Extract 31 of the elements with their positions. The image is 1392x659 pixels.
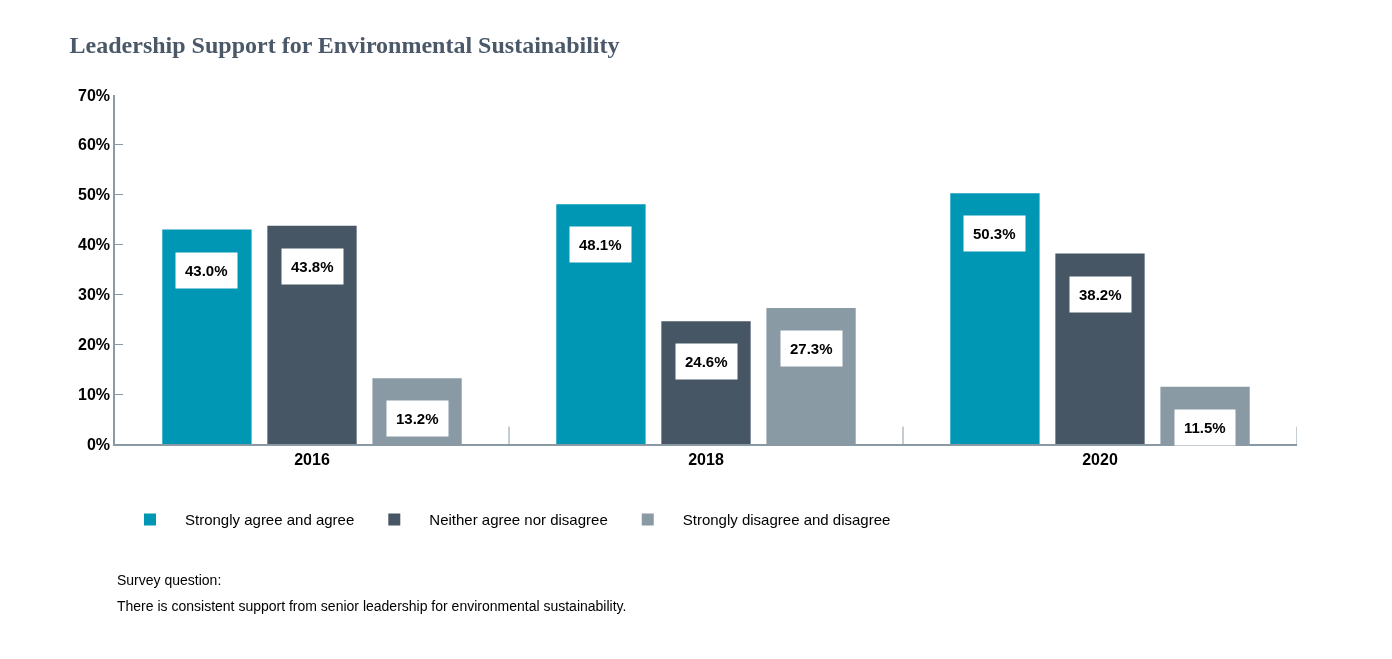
x-tick-label: 2016 <box>294 450 330 468</box>
y-tick-label: 60% <box>78 136 111 154</box>
y-tick-label: 40% <box>78 236 111 254</box>
bar <box>162 229 252 444</box>
y-tick-label: 30% <box>78 286 111 304</box>
y-tick-label: 20% <box>78 335 111 353</box>
y-tick-label: 70% <box>78 86 111 104</box>
data-label: 27.3% <box>790 340 833 357</box>
data-label: 43.8% <box>291 258 334 275</box>
data-label: 13.2% <box>396 410 439 427</box>
legend-label: Strongly disagree and disagree <box>682 511 891 529</box>
data-label: 38.2% <box>1079 286 1122 303</box>
data-label: 11.5% <box>1184 419 1226 436</box>
bar <box>950 193 1040 444</box>
chart-title: Leadership Support for Environmental Sustainability <box>69 32 620 59</box>
y-tick-label: 10% <box>78 385 111 403</box>
data-label: 50.3% <box>973 225 1016 242</box>
x-tick-label: 2020 <box>1082 450 1118 468</box>
data-label: 43.0% <box>185 262 228 279</box>
y-tick-label: 0% <box>86 435 111 453</box>
y-tick-label: 50% <box>78 186 111 204</box>
text: Survey question: <box>117 572 222 588</box>
text: There is consistent support from senior leadership for environmental sustainability. <box>117 598 627 614</box>
x-tick-label: 2018 <box>688 450 724 468</box>
bar <box>267 225 357 444</box>
bar <box>1055 253 1145 444</box>
legend-label: Neither agree nor disagree <box>429 511 608 529</box>
legend-label: Strongly agree and agree <box>185 511 355 529</box>
bar <box>556 204 646 444</box>
data-label: 48.1% <box>579 236 622 253</box>
data-label: 24.6% <box>685 353 728 370</box>
